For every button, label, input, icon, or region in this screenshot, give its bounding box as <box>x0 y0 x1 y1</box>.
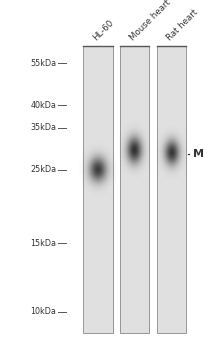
Text: MYL1: MYL1 <box>193 149 204 159</box>
Text: 25kDa: 25kDa <box>30 165 57 174</box>
Text: Rat heart: Rat heart <box>165 8 200 43</box>
Text: 40kDa: 40kDa <box>31 100 57 110</box>
Text: 55kDa: 55kDa <box>30 58 57 68</box>
Bar <box>120 46 149 332</box>
Text: Mouse heart: Mouse heart <box>128 0 173 43</box>
Text: 15kDa: 15kDa <box>31 239 57 248</box>
Text: HL-60: HL-60 <box>92 19 116 43</box>
Text: 10kDa: 10kDa <box>31 307 57 316</box>
Text: 35kDa: 35kDa <box>31 123 57 132</box>
Bar <box>83 46 113 332</box>
Bar <box>157 46 186 332</box>
